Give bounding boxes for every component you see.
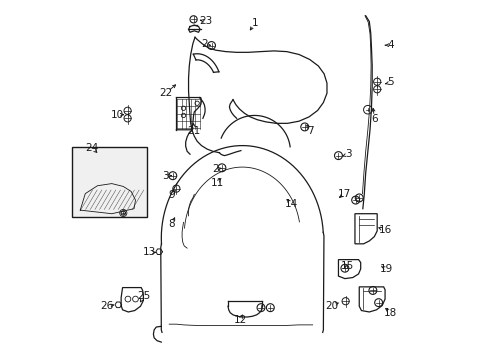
Text: 3: 3: [162, 171, 168, 181]
Text: 22: 22: [159, 88, 172, 98]
Bar: [72, 147, 147, 217]
Text: 5: 5: [386, 77, 393, 87]
Text: 8: 8: [168, 220, 174, 229]
Text: 10: 10: [111, 110, 124, 120]
Text: 1: 1: [251, 18, 258, 28]
Text: 17: 17: [337, 189, 350, 199]
Text: 16: 16: [378, 225, 391, 235]
Text: 2: 2: [211, 164, 218, 174]
Text: 19: 19: [379, 264, 392, 274]
Text: 26: 26: [100, 301, 113, 311]
Text: 2: 2: [201, 40, 207, 49]
Text: 21: 21: [186, 126, 200, 135]
Text: 9: 9: [168, 190, 174, 200]
Text: 7: 7: [307, 126, 313, 135]
Text: 4: 4: [386, 40, 393, 50]
Text: 18: 18: [384, 308, 397, 318]
Text: 23: 23: [199, 17, 212, 27]
Text: 12: 12: [233, 315, 246, 325]
Text: 14: 14: [284, 199, 297, 210]
Text: 3: 3: [345, 149, 351, 159]
Text: 11: 11: [210, 177, 224, 188]
Text: 20: 20: [325, 301, 338, 311]
Text: 25: 25: [137, 291, 150, 301]
Text: 24: 24: [85, 143, 98, 153]
Text: 15: 15: [340, 261, 353, 271]
Text: 13: 13: [143, 247, 156, 257]
Text: 6: 6: [370, 114, 377, 124]
